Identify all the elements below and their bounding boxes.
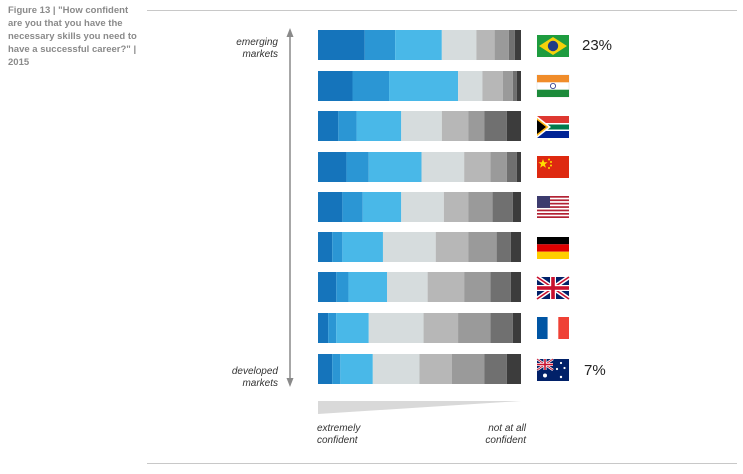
bar-segment-usa-3 [362, 192, 402, 222]
bar-segment-usa-2 [342, 192, 363, 222]
figure-caption: Figure 13 | "How confident are you that … [8, 5, 137, 68]
top-rule [147, 10, 737, 11]
confidence-scale-wedge [318, 401, 521, 414]
bar-segment-germany-6 [468, 232, 497, 262]
bar-segment-france-2 [328, 313, 337, 343]
extremely-confident-label: extremely confident [317, 423, 361, 446]
bar-segment-france-3 [336, 313, 369, 343]
bar-segment-uk-3 [348, 272, 388, 302]
bar-segment-usa-8 [512, 192, 521, 222]
flag-brazil-icon [537, 35, 569, 57]
bar-segment-china-2 [346, 152, 369, 182]
flag-germany-icon [537, 237, 569, 259]
bar-segment-australia-6 [451, 354, 485, 384]
bar-segment-brazil-1 [318, 30, 365, 60]
bar-segment-brazil-2 [364, 30, 396, 60]
flag-france-icon [537, 317, 569, 339]
bar-segment-germany-5 [435, 232, 469, 262]
flag-usa-icon [537, 196, 569, 218]
bar-segment-brazil-4 [441, 30, 477, 60]
bar-segment-france-5 [423, 313, 459, 343]
bar-segment-south-africa-6 [468, 111, 485, 141]
bar-segment-south-africa-3 [356, 111, 402, 141]
bar-segment-india-4 [458, 71, 483, 101]
bar-segment-uk-4 [387, 272, 428, 302]
bar-segment-germany-8 [510, 232, 521, 262]
stacked-bars [318, 30, 521, 384]
top-value-label: 23% [582, 37, 613, 54]
bar-segment-brazil-7 [508, 30, 515, 60]
bar-segment-uk-2 [336, 272, 349, 302]
bar-segment-china-8 [516, 152, 521, 182]
not-at-all-confident-label: not at all confident [485, 423, 526, 446]
bar-segment-south-africa-1 [318, 111, 339, 141]
bar-segment-usa-4 [401, 192, 444, 222]
bar-segment-france-8 [512, 313, 521, 343]
flag-india-icon [536, 74, 570, 98]
bar-segment-uk-6 [464, 272, 491, 302]
flag-uk-icon [535, 275, 571, 301]
bar-segment-uk-1 [318, 272, 337, 302]
emerging-markets-label: emerging markets [236, 37, 278, 60]
bottom-value-label: 7% [584, 362, 606, 379]
bar-segment-brazil-5 [476, 30, 495, 60]
bar-segment-china-1 [318, 152, 347, 182]
flag-australia-icon [536, 358, 569, 381]
bar-segment-south-africa-2 [338, 111, 357, 141]
vertical-axis-arrow [286, 28, 294, 387]
bar-segment-australia-2 [332, 354, 341, 384]
bar-segment-australia-4 [372, 354, 420, 384]
flag-south-africa-icon [537, 116, 569, 138]
bar-segment-brazil-8 [514, 30, 521, 60]
bar-segment-india-7 [512, 71, 517, 101]
bar-segment-uk-7 [490, 272, 511, 302]
bar-segment-india-6 [502, 71, 513, 101]
bar-segment-france-4 [368, 313, 424, 343]
bar-segment-china-3 [368, 152, 422, 182]
bar-segment-china-6 [490, 152, 507, 182]
bar-segment-uk-8 [510, 272, 521, 302]
bar-segment-india-3 [389, 71, 459, 101]
bar-segment-china-4 [421, 152, 465, 182]
bar-segment-australia-1 [318, 354, 333, 384]
flag-china-icon [537, 156, 569, 178]
bar-segment-germany-3 [342, 232, 383, 262]
bar-segment-south-africa-8 [506, 111, 521, 141]
bar-segment-india-5 [482, 71, 503, 101]
bar-segment-india-2 [352, 71, 390, 101]
bar-segment-france-7 [490, 313, 513, 343]
bar-segment-australia-7 [484, 354, 507, 384]
bar-segment-france-6 [458, 313, 491, 343]
bar-segment-germany-4 [382, 232, 436, 262]
bar-segment-uk-5 [427, 272, 465, 302]
bar-segment-germany-1 [318, 232, 333, 262]
bar-segment-india-1 [318, 71, 353, 101]
bar-segment-brazil-3 [395, 30, 442, 60]
developed-markets-label: developed markets [231, 366, 278, 389]
bar-segment-usa-1 [318, 192, 343, 222]
bar-segment-brazil-6 [494, 30, 509, 60]
bar-segment-usa-5 [443, 192, 469, 222]
bar-segment-china-5 [464, 152, 491, 182]
bar-segment-usa-6 [468, 192, 493, 222]
bar-segment-south-africa-5 [441, 111, 469, 141]
bar-segment-australia-8 [506, 354, 521, 384]
bar-segment-germany-2 [332, 232, 343, 262]
bar-segment-south-africa-7 [484, 111, 507, 141]
bar-segment-france-1 [318, 313, 329, 343]
bottom-rule [147, 463, 737, 464]
bar-segment-china-7 [506, 152, 517, 182]
bar-segment-australia-3 [340, 354, 373, 384]
bar-segment-south-africa-4 [401, 111, 442, 141]
bar-segment-australia-5 [419, 354, 452, 384]
bar-segment-germany-7 [496, 232, 511, 262]
bar-segment-usa-7 [492, 192, 513, 222]
bar-segment-india-8 [516, 71, 521, 101]
